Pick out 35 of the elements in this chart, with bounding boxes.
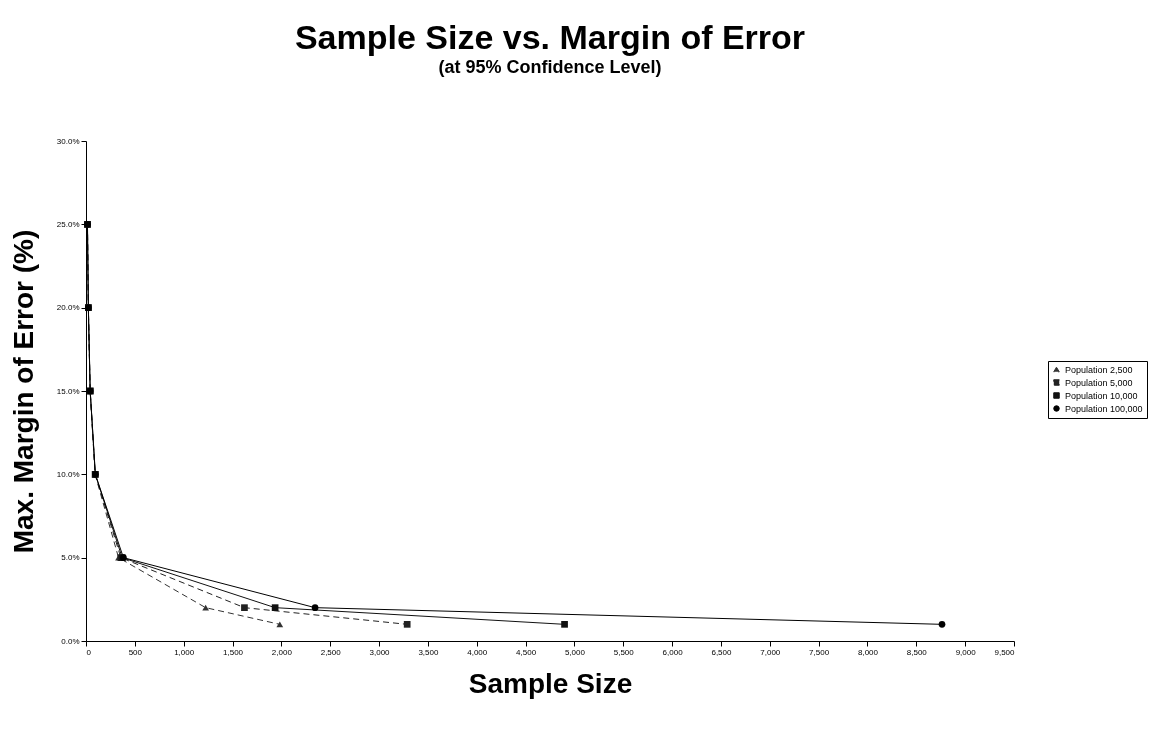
x-tick-label: 2,000 <box>271 647 293 657</box>
y-axis-title: Max. Margin of Error (%) <box>7 229 39 554</box>
y-tick-label: 20.0% <box>56 303 80 313</box>
x-tick-label: 8,000 <box>857 647 879 657</box>
x-tick-label: 3,000 <box>369 647 391 657</box>
chart-title: Sample Size vs. Margin of Error <box>294 18 806 56</box>
x-tick-label: 9,000 <box>955 647 977 657</box>
y-tick-label: 10.0% <box>56 469 80 479</box>
x-tick-label: 9,500 <box>994 647 1016 657</box>
x-tick-label: 500 <box>128 647 143 657</box>
x-axis-title: Sample Size <box>468 667 633 699</box>
legend-label: Population 10,000 <box>1065 390 1138 401</box>
y-tick-label: 0.0% <box>61 636 80 646</box>
y-tick-label: 30.0% <box>56 136 80 146</box>
y-tick-label: 25.0% <box>56 219 80 229</box>
y-tick-label: 15.0% <box>56 386 80 396</box>
chart-subtitle: (at 95% Confidence Level) <box>438 57 662 77</box>
x-tick-label: 1,000 <box>174 647 195 657</box>
x-tick-label: 6,500 <box>711 647 732 657</box>
x-tick-label: 7,500 <box>809 647 830 657</box>
x-tick-label: 2,500 <box>320 647 342 657</box>
x-tick-label: 8,500 <box>906 647 928 657</box>
x-tick-label: 4,000 <box>467 647 488 657</box>
x-tick-label: 4,500 <box>516 647 537 657</box>
x-tick-label: 5,500 <box>613 647 635 657</box>
x-tick-label: 3,500 <box>418 647 439 657</box>
x-tick-label: 6,000 <box>662 647 684 657</box>
legend-label: Population 2,500 <box>1065 364 1133 375</box>
y-tick-label: 5.0% <box>61 553 80 563</box>
x-tick-label: 5,000 <box>564 647 586 657</box>
legend-label: Population 100,000 <box>1065 403 1143 414</box>
x-tick-label: 1,500 <box>223 647 244 657</box>
x-tick-label: 7,000 <box>760 647 781 657</box>
legend-label: Population 5,000 <box>1065 377 1133 388</box>
x-tick-label: 0 <box>86 647 92 657</box>
